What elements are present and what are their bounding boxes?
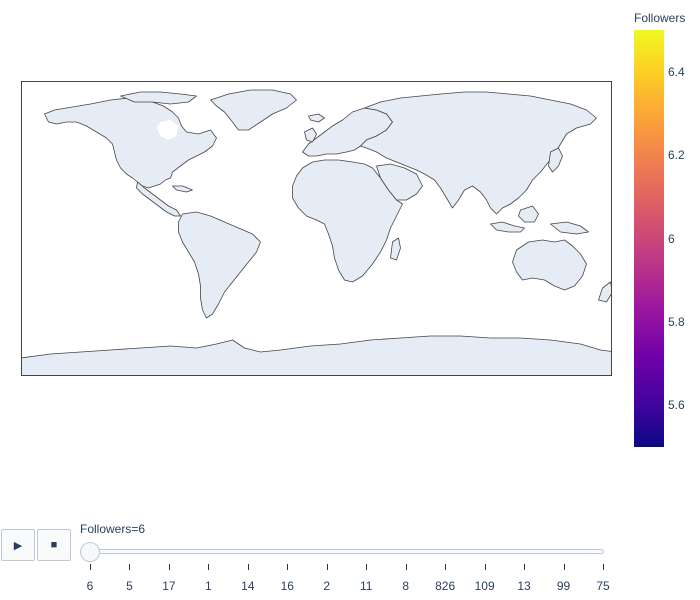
slider-label-value: 6 (138, 522, 146, 536)
landmass-greenland (210, 89, 297, 131)
colorbar-title: Followers (634, 11, 686, 25)
slider-step-label[interactable]: 2 (323, 579, 331, 593)
slider-tick (287, 564, 289, 570)
landmass-new-guinea (550, 221, 589, 235)
slider-step-label[interactable]: 11 (359, 579, 373, 593)
landmass-borneo (518, 205, 539, 223)
landmass-antarctica (22, 335, 611, 375)
slider-label-prefix: Followers= (80, 522, 139, 536)
stop-icon: ■ (50, 539, 58, 551)
slider-tick (603, 564, 604, 570)
play-button[interactable]: ▶ (1, 529, 35, 561)
slider-tick (445, 564, 447, 570)
landmass-arctic-islands (120, 91, 197, 105)
slider-current-value-label: Followers=6 (80, 522, 145, 536)
slider-tick (208, 564, 210, 570)
slider-step-label[interactable]: 8 (402, 579, 410, 593)
slider-step-label[interactable]: 16 (280, 579, 294, 593)
slider-step-label[interactable]: 109 (474, 579, 495, 593)
colorbar-tick-label: 6.2 (668, 148, 685, 163)
landmass-madagascar (390, 237, 401, 261)
landmass-arabia (376, 163, 423, 201)
slider-step-label[interactable]: 17 (162, 579, 176, 593)
slider-handle[interactable] (80, 542, 100, 562)
landmass-caribbean (172, 185, 193, 193)
landmass-australia (512, 239, 587, 291)
slider-tick (484, 564, 486, 570)
landmass-south-america (178, 211, 261, 319)
landmass-asia (360, 91, 597, 215)
landmass-indonesia (490, 221, 525, 233)
slider-tick (563, 564, 565, 570)
slider-tick (366, 564, 368, 570)
slider-rail[interactable] (90, 549, 604, 554)
play-icon: ▶ (13, 539, 23, 552)
slider-tick (326, 564, 328, 570)
slider-step-label[interactable]: 14 (241, 579, 255, 593)
slider-step-label[interactable]: 1 (205, 579, 212, 593)
slider-tick (405, 564, 407, 570)
map-canvas (22, 89, 611, 375)
colorbar-tick-label: 5.8 (668, 314, 685, 329)
stop-button[interactable]: ■ (37, 529, 71, 561)
landmass-british-isles (304, 127, 317, 143)
landmass-north-america (44, 97, 217, 189)
world-map[interactable] (21, 81, 612, 376)
slider-tick (90, 564, 91, 570)
colorbar-tick-label: 5.6 (668, 398, 685, 413)
colorbar-tick-label: 6 (668, 231, 675, 246)
slider-step-label[interactable]: 5 (126, 579, 133, 593)
landmass-japan (548, 147, 563, 173)
slider-tick (247, 564, 249, 570)
landmass-africa (292, 159, 403, 283)
slider-step-label[interactable]: 6 (86, 579, 94, 593)
slider-step-label[interactable]: 826 (435, 579, 456, 593)
colorbar-tick-label: 6.4 (668, 64, 685, 79)
landmass-iceland (308, 113, 325, 123)
landmass-central-america (136, 181, 181, 217)
slider-tick (524, 564, 526, 570)
slider-step-label[interactable]: 75 (596, 579, 610, 593)
slider-tick (168, 564, 170, 570)
colorbar (634, 30, 664, 447)
slider-tick (129, 564, 131, 570)
slider-step-label[interactable]: 99 (556, 579, 571, 593)
hudson-bay (156, 120, 179, 140)
slider-step-label[interactable]: 13 (517, 579, 531, 593)
landmass-new-zealand (598, 281, 611, 303)
